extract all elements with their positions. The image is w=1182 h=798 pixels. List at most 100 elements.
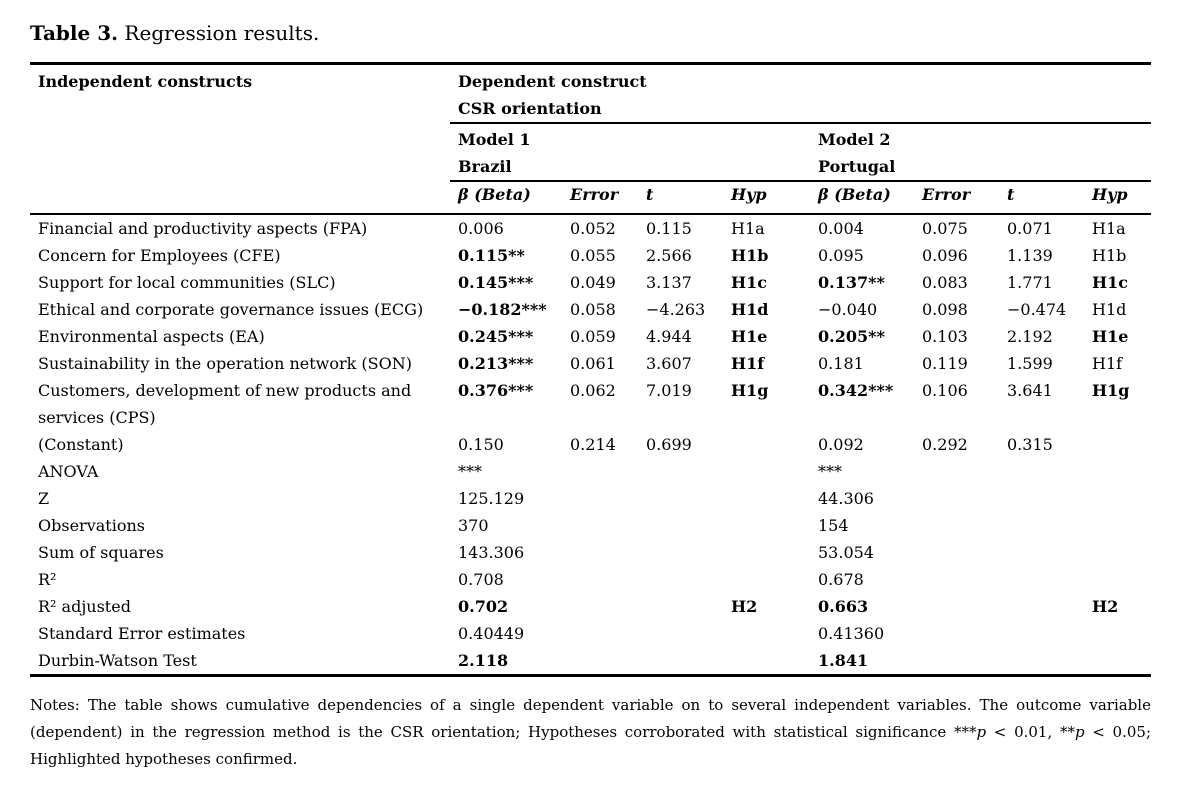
cell-m2-error	[914, 593, 999, 620]
cell-m2-hyp: H1g	[1092, 381, 1130, 400]
cell-m1-t	[638, 593, 723, 620]
col-header-independent-constructs: Independent constructs	[30, 63, 450, 215]
model1-country-label: Brazil	[458, 157, 512, 176]
row-label: Observations	[38, 516, 145, 535]
cell-m2-t	[999, 620, 1084, 647]
cell-m1-beta: 0.245***	[458, 327, 534, 346]
independent-constructs-label: Independent constructs	[38, 72, 253, 91]
cell-m2-beta: 1.841	[818, 651, 869, 670]
cell-m1-hyp: H1d	[731, 300, 769, 319]
cell-m2-t	[999, 458, 1084, 485]
cell-m2-t	[999, 593, 1084, 620]
col-header-m1-t: t	[638, 181, 723, 215]
cell-m1-hyp	[723, 485, 810, 512]
cell-m2-hyp	[1084, 620, 1151, 647]
cell-m1-error: 0.052	[570, 219, 616, 238]
table-row: Sustainability in the operation network …	[30, 350, 1151, 377]
regression-table: Independent constructs Dependent constru…	[30, 62, 1152, 677]
cell-m2-hyp	[1084, 431, 1151, 458]
col-header-dependent-construct: Dependent construct CSR orientation	[450, 63, 1152, 124]
cell-m2-t: 0.071	[1007, 219, 1053, 238]
cell-m2-beta: 0.342***	[818, 381, 894, 400]
cell-m2-beta: 0.004	[818, 219, 864, 238]
table-body: Financial and productivity aspects (FPA)…	[30, 214, 1151, 676]
cell-m2-beta: 44.306	[818, 489, 874, 508]
cell-m1-t	[638, 512, 723, 539]
cell-m1-hyp	[723, 431, 810, 458]
cell-m2-beta: 0.41360	[818, 624, 885, 643]
row-label: Environmental aspects (EA)	[38, 327, 265, 346]
cell-m1-beta: 143.306	[458, 543, 525, 562]
cell-m1-beta: 0.150	[458, 435, 504, 454]
cell-m2-t: 1.771	[1007, 273, 1053, 292]
cell-m1-beta: 370	[458, 516, 489, 535]
cell-m2-t: 2.192	[1007, 327, 1053, 346]
table-row: (Constant) 0.150 0.214 0.699 0.092 0.292 0.315	[30, 431, 1151, 458]
cell-m1-hyp: H1b	[731, 246, 769, 265]
cell-m1-t	[638, 566, 723, 593]
cell-m1-error: 0.055	[570, 246, 616, 265]
cell-m1-beta: 0.376***	[458, 381, 534, 400]
table-row: Observations 370 154	[30, 512, 1151, 539]
cell-m2-beta: 0.663	[818, 597, 869, 616]
table-row: Concern for Employees (CFE) 0.115** 0.055 2…	[30, 242, 1151, 269]
cell-m1-beta: 0.006	[458, 219, 504, 238]
cell-m1-hyp	[723, 512, 810, 539]
cell-m2-error: 0.103	[922, 327, 968, 346]
cell-m2-beta: −0.040	[818, 300, 878, 319]
cell-m1-hyp	[723, 566, 810, 593]
cell-m1-beta: 0.145***	[458, 273, 534, 292]
cell-m1-hyp: H1a	[731, 219, 765, 238]
table-row: Ethical and corporate governance issues …	[30, 296, 1151, 323]
cell-m1-error	[562, 620, 638, 647]
col-header-m2-beta: β (Beta)	[810, 181, 914, 215]
cell-m1-error: 0.059	[570, 327, 616, 346]
row-label: Sustainability in the operation network …	[38, 354, 412, 373]
cell-m1-hyp: H1e	[731, 327, 768, 346]
cell-m2-hyp	[1084, 485, 1151, 512]
table-row: Customers, development of new products a…	[30, 377, 1151, 431]
cell-m1-t	[638, 539, 723, 566]
cell-m2-hyp: H1b	[1092, 246, 1127, 265]
cell-m1-beta: 0.708	[458, 570, 504, 589]
row-label: Standard Error estimates	[38, 624, 246, 643]
col-header-model1-brazil: Model 1 Brazil	[450, 123, 810, 182]
cell-m2-t: 3.641	[1007, 381, 1053, 400]
cell-m2-beta: 0.137**	[818, 273, 885, 292]
row-label: Concern for Employees (CFE)	[38, 246, 281, 265]
cell-m2-beta: 0.205**	[818, 327, 885, 346]
row-label: Ethical and corporate governance issues …	[38, 300, 424, 319]
row-label: ANOVA	[38, 462, 99, 481]
model1-label: Model 1	[458, 130, 531, 149]
cell-m2-hyp: H1d	[1092, 300, 1127, 319]
table-row: Support for local communities (SLC) 0.145…	[30, 269, 1151, 296]
cell-m2-hyp	[1084, 512, 1151, 539]
model2-country-label: Portugal	[818, 157, 896, 176]
row-label: Durbin-Watson Test	[38, 651, 197, 670]
cell-m2-error: 0.119	[922, 354, 968, 373]
notes-text-3: < 0.05; Highlighted hypotheses confirmed…	[30, 723, 1151, 768]
row-label: Customers, development of new products a…	[38, 381, 412, 427]
row-label: R²	[38, 570, 57, 589]
cell-m2-t	[999, 512, 1084, 539]
cell-m2-error	[914, 458, 999, 485]
cell-m2-t	[999, 647, 1084, 676]
cell-m1-beta: 0.40449	[458, 624, 525, 643]
cell-m1-beta: ***	[458, 462, 482, 481]
cell-m2-beta: 154	[818, 516, 849, 535]
cell-m1-error: 0.062	[570, 381, 616, 400]
table-row: R² adjusted 0.702 H2 0.663 H2	[30, 593, 1151, 620]
cell-m2-error: 0.075	[922, 219, 968, 238]
cell-m1-error: 0.214	[570, 435, 616, 454]
header-row-statistics: β (Beta) Error t Hyp β (Beta) Error t Hy…	[30, 181, 1152, 215]
row-label: Sum of squares	[38, 543, 164, 562]
notes-text-2: < 0.01, **	[986, 723, 1075, 741]
cell-m1-hyp: H1g	[731, 381, 769, 400]
col-header-m1-hyp: Hyp	[723, 181, 810, 215]
model2-label: Model 2	[818, 130, 891, 149]
cell-m1-t: 4.944	[646, 327, 692, 346]
cell-m1-hyp: H2	[731, 597, 758, 616]
cell-m2-beta: 0.092	[818, 435, 864, 454]
cell-m2-error	[914, 620, 999, 647]
